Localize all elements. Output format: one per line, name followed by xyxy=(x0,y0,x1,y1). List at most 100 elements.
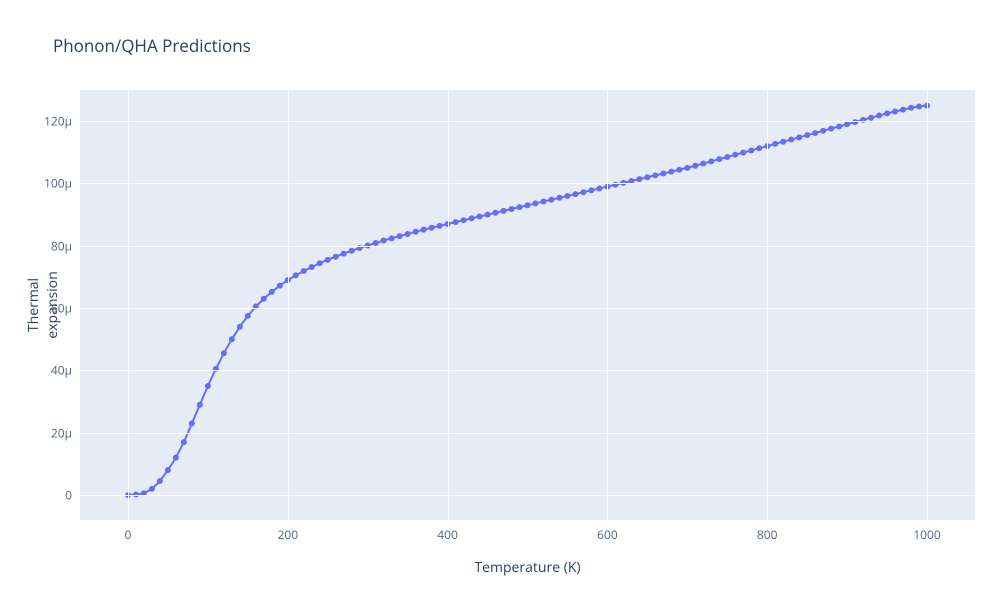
data-point[interactable] xyxy=(309,264,315,270)
data-point[interactable] xyxy=(588,187,594,193)
data-point[interactable] xyxy=(820,128,826,134)
data-point[interactable] xyxy=(301,268,307,274)
data-point[interactable] xyxy=(836,123,842,129)
data-point[interactable] xyxy=(868,115,874,121)
data-point[interactable] xyxy=(812,130,818,136)
data-point[interactable] xyxy=(173,455,179,461)
data-point[interactable] xyxy=(692,163,698,169)
gridline-horizontal xyxy=(80,121,975,122)
gridline-horizontal xyxy=(80,495,975,496)
y-tick-label: 40μ xyxy=(40,362,72,379)
data-point[interactable] xyxy=(844,121,850,127)
data-point[interactable] xyxy=(740,150,746,156)
data-point[interactable] xyxy=(684,165,690,171)
data-point[interactable] xyxy=(165,467,171,473)
line-plot-svg xyxy=(80,90,975,520)
data-point[interactable] xyxy=(485,212,491,218)
gridline-vertical xyxy=(607,90,608,520)
chart-title: Phonon/QHA Predictions xyxy=(53,34,251,57)
data-point[interactable] xyxy=(429,225,435,231)
data-point[interactable] xyxy=(780,139,786,145)
data-point[interactable] xyxy=(525,202,531,208)
data-point[interactable] xyxy=(405,231,411,237)
data-point[interactable] xyxy=(732,152,738,158)
data-point[interactable] xyxy=(325,257,331,263)
plot-area[interactable] xyxy=(80,90,975,520)
data-point[interactable] xyxy=(293,272,299,278)
x-tick-label: 600 xyxy=(597,526,618,543)
data-point[interactable] xyxy=(884,110,890,116)
data-point[interactable] xyxy=(229,336,235,342)
series-line xyxy=(128,106,927,495)
data-point[interactable] xyxy=(205,383,211,389)
data-point[interactable] xyxy=(724,154,730,160)
data-point[interactable] xyxy=(876,113,882,119)
data-point[interactable] xyxy=(700,161,706,167)
data-point[interactable] xyxy=(668,169,674,175)
data-point[interactable] xyxy=(413,229,419,235)
data-point[interactable] xyxy=(716,156,722,162)
data-point[interactable] xyxy=(317,260,323,266)
data-point[interactable] xyxy=(221,350,227,356)
data-point[interactable] xyxy=(397,233,403,239)
gridline-vertical xyxy=(767,90,768,520)
data-point[interactable] xyxy=(421,227,427,233)
data-point[interactable] xyxy=(556,195,562,201)
data-point[interactable] xyxy=(748,147,754,153)
data-point[interactable] xyxy=(437,223,443,229)
data-point[interactable] xyxy=(189,420,195,426)
data-point[interactable] xyxy=(261,296,267,302)
data-point[interactable] xyxy=(237,324,243,330)
data-point[interactable] xyxy=(245,313,251,319)
data-point[interactable] xyxy=(908,105,914,111)
data-point[interactable] xyxy=(517,204,523,210)
data-point[interactable] xyxy=(636,176,642,182)
data-point[interactable] xyxy=(333,254,339,260)
data-point[interactable] xyxy=(900,107,906,113)
data-point[interactable] xyxy=(676,167,682,173)
data-point[interactable] xyxy=(596,185,602,191)
data-point[interactable] xyxy=(660,171,666,177)
data-point[interactable] xyxy=(453,219,459,225)
data-point[interactable] xyxy=(501,208,507,214)
data-point[interactable] xyxy=(477,214,483,220)
data-point[interactable] xyxy=(540,199,546,205)
data-point[interactable] xyxy=(916,104,922,110)
y-tick-label: 120μ xyxy=(40,113,72,130)
data-point[interactable] xyxy=(197,402,203,408)
data-point[interactable] xyxy=(277,283,283,289)
data-point[interactable] xyxy=(644,174,650,180)
data-point[interactable] xyxy=(548,197,554,203)
data-point[interactable] xyxy=(828,126,834,132)
data-point[interactable] xyxy=(389,235,395,241)
data-point[interactable] xyxy=(708,158,714,164)
data-point[interactable] xyxy=(804,132,810,138)
data-point[interactable] xyxy=(756,145,762,151)
data-point[interactable] xyxy=(493,210,499,216)
data-point[interactable] xyxy=(461,217,467,223)
data-point[interactable] xyxy=(652,172,658,178)
data-point[interactable] xyxy=(269,289,275,295)
data-point[interactable] xyxy=(892,109,898,115)
data-point[interactable] xyxy=(532,200,538,206)
data-point[interactable] xyxy=(796,134,802,140)
data-point[interactable] xyxy=(341,251,347,257)
data-point[interactable] xyxy=(149,486,155,492)
gridline-horizontal xyxy=(80,433,975,434)
data-point[interactable] xyxy=(564,193,570,199)
x-tick-label: 1000 xyxy=(913,526,940,543)
data-point[interactable] xyxy=(381,238,387,244)
y-tick-label: 60μ xyxy=(40,300,72,317)
x-tick-label: 800 xyxy=(757,526,778,543)
data-point[interactable] xyxy=(572,191,578,197)
data-point[interactable] xyxy=(788,137,794,143)
data-point[interactable] xyxy=(509,206,515,212)
x-axis-label: Temperature (K) xyxy=(468,558,588,577)
data-point[interactable] xyxy=(772,141,778,147)
gridline-vertical xyxy=(927,90,928,520)
data-point[interactable] xyxy=(349,248,355,254)
data-point[interactable] xyxy=(157,478,163,484)
data-point[interactable] xyxy=(469,215,475,221)
data-point[interactable] xyxy=(580,189,586,195)
data-point[interactable] xyxy=(181,439,187,445)
